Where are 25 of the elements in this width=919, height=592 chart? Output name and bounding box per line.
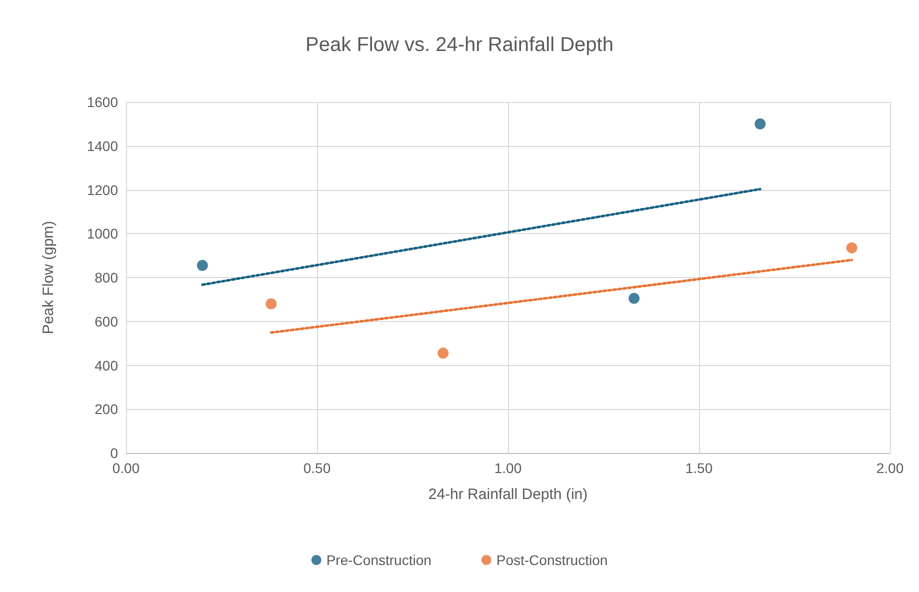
y-tick-label: 1600 [86, 94, 118, 110]
x-tick-label: 0.50 [303, 460, 331, 476]
x-axis-title: 24-hr Rainfall Depth (in) [428, 486, 588, 503]
x-tick-label: 1.50 [685, 460, 713, 476]
legend-label: Post-Construction [496, 552, 608, 568]
legend-label: Pre-Construction [326, 552, 432, 568]
point [628, 292, 640, 304]
y-tick-label: 200 [94, 401, 118, 418]
point [266, 298, 277, 310]
y-tick-label: 800 [94, 270, 118, 286]
point [846, 242, 858, 254]
x-tick-label: 2.00 [876, 460, 904, 476]
point [754, 118, 766, 130]
y-tick-label: 600 [94, 313, 118, 330]
y-axis-title: Peak Flow (gpm) [40, 220, 57, 334]
x-tick-label: 0.00 [112, 460, 140, 476]
y-tick-label: 0 [110, 445, 118, 461]
point [438, 348, 449, 359]
point [196, 260, 208, 271]
chart-title: Peak Flow vs. 24-hr Rainfall Depth [306, 34, 614, 56]
y-tick-label: 400 [94, 357, 118, 374]
y-tick-label: 1000 [86, 226, 118, 242]
y-tick-label: 1400 [86, 138, 118, 154]
x-tick-label: 1.00 [494, 460, 522, 476]
y-tick-label: 1200 [86, 182, 118, 198]
